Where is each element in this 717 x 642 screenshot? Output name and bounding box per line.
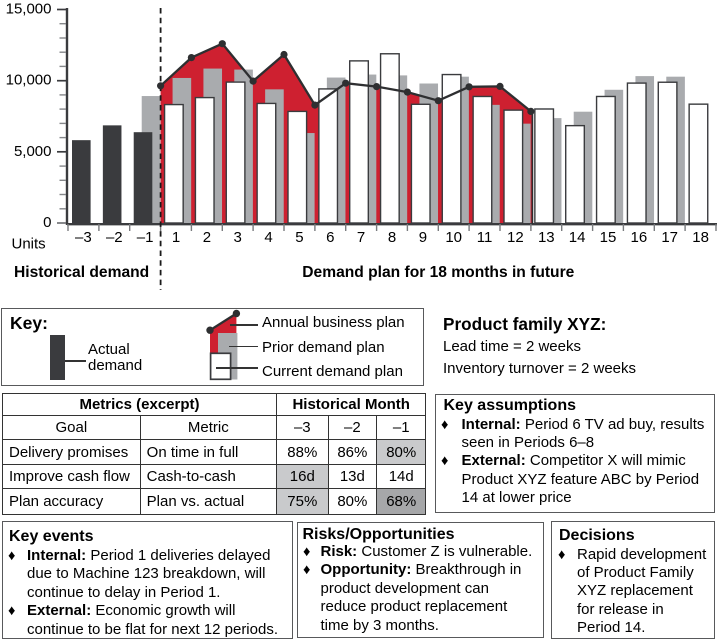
svg-text:18: 18 bbox=[692, 229, 709, 246]
svg-text:–2: –2 bbox=[106, 229, 123, 246]
svg-text:2: 2 bbox=[203, 229, 211, 246]
svg-text:5,000: 5,000 bbox=[14, 143, 52, 160]
svg-text:14: 14 bbox=[569, 229, 586, 246]
svg-text:11: 11 bbox=[477, 229, 493, 246]
svg-text:17: 17 bbox=[661, 229, 678, 246]
svg-text:4: 4 bbox=[264, 229, 272, 246]
svg-text:15: 15 bbox=[600, 229, 617, 246]
svg-text:Historical demand: Historical demand bbox=[14, 264, 149, 281]
svg-text:Units: Units bbox=[12, 236, 46, 253]
svg-text:1: 1 bbox=[172, 229, 180, 246]
svg-text:7: 7 bbox=[357, 229, 365, 246]
svg-text:10: 10 bbox=[445, 229, 462, 246]
svg-text:3: 3 bbox=[234, 229, 242, 246]
svg-text:–1: –1 bbox=[137, 229, 154, 246]
svg-text:10,000: 10,000 bbox=[6, 72, 52, 89]
svg-text:9: 9 bbox=[419, 229, 427, 246]
svg-text:0: 0 bbox=[43, 214, 51, 231]
svg-text:5: 5 bbox=[295, 229, 303, 246]
svg-text:8: 8 bbox=[388, 229, 396, 246]
svg-text:16: 16 bbox=[631, 229, 648, 246]
svg-text:13: 13 bbox=[538, 229, 555, 246]
svg-text:6: 6 bbox=[326, 229, 334, 246]
svg-text:–3: –3 bbox=[75, 229, 92, 246]
svg-text:15,000: 15,000 bbox=[6, 1, 52, 18]
svg-text:12: 12 bbox=[507, 229, 524, 246]
svg-text:Demand plan for 18 months in f: Demand plan for 18 months in future bbox=[302, 264, 574, 281]
